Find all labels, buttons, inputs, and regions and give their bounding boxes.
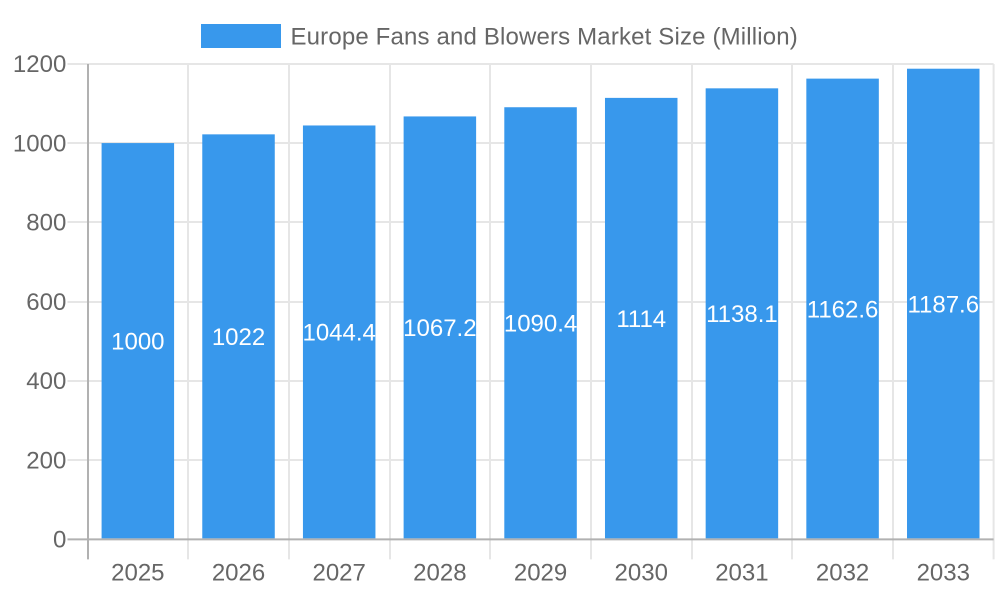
svg-text:2026: 2026 (212, 560, 265, 587)
svg-text:2031: 2031 (715, 560, 768, 587)
svg-text:1162.6: 1162.6 (807, 296, 879, 323)
svg-text:1000: 1000 (13, 130, 66, 157)
svg-text:2028: 2028 (413, 560, 466, 587)
svg-text:1200: 1200 (13, 51, 66, 78)
svg-text:1114: 1114 (616, 306, 666, 333)
svg-text:1090.4: 1090.4 (504, 311, 577, 338)
svg-text:2025: 2025 (111, 560, 164, 587)
svg-text:2027: 2027 (312, 560, 365, 587)
svg-text:2029: 2029 (514, 560, 567, 587)
svg-text:2032: 2032 (816, 560, 869, 587)
svg-text:200: 200 (26, 447, 66, 474)
svg-text:2033: 2033 (917, 560, 970, 587)
svg-text:1044.4: 1044.4 (302, 320, 375, 347)
svg-text:1022: 1022 (212, 324, 265, 351)
svg-text:400: 400 (26, 368, 66, 395)
svg-text:1000: 1000 (111, 329, 164, 356)
svg-text:Europe Fans and Blowers Market: Europe Fans and Blowers Market Size (Mil… (291, 23, 798, 50)
svg-text:800: 800 (26, 210, 66, 237)
svg-text:1067.2: 1067.2 (403, 315, 476, 342)
svg-text:1187.6: 1187.6 (907, 291, 979, 318)
svg-text:600: 600 (26, 289, 66, 316)
svg-text:1138.1: 1138.1 (706, 301, 778, 328)
svg-text:2030: 2030 (615, 560, 668, 587)
svg-text:0: 0 (53, 527, 66, 554)
